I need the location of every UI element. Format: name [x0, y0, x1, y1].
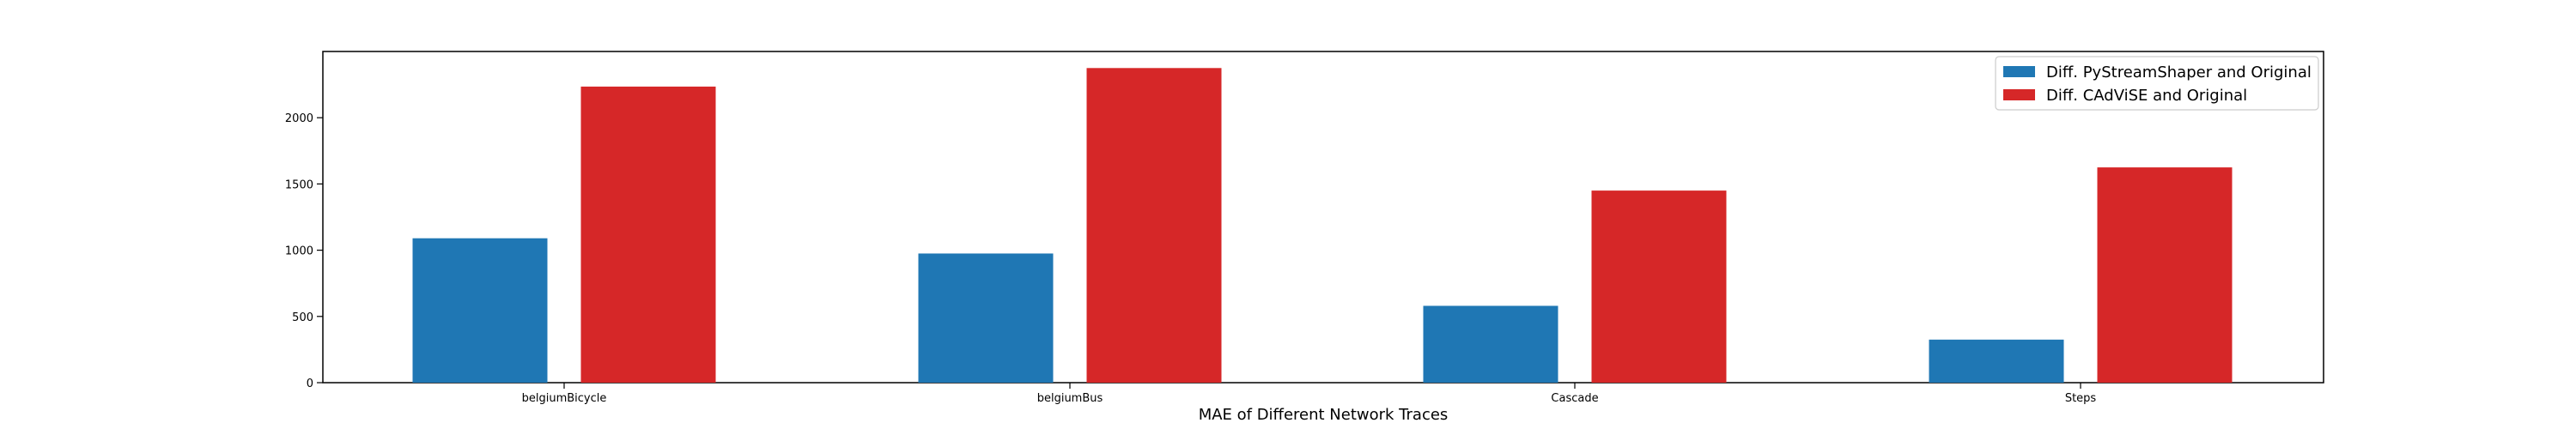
x-axis: belgiumBicycle belgiumBus Cascade Steps: [522, 383, 2097, 405]
x-tick-label-steps: Steps: [2065, 392, 2097, 405]
x-tick-label-belgiumbus: belgiumBus: [1037, 392, 1103, 405]
y-tick-label-1500: 1500: [285, 178, 313, 191]
legend-label-pystreamshaper: Diff. PyStreamShaper and Original: [2046, 63, 2312, 82]
x-axis-title: MAE of Different Network Traces: [1199, 406, 1449, 424]
y-tick-label-0: 0: [307, 378, 313, 390]
bar-cascade-series-2: [1591, 190, 1727, 383]
bar-belgiumbus-series-2: [1086, 68, 1222, 384]
bar-belgiumbus-series-1: [918, 253, 1054, 383]
y-axis: 0 500 1000 1500 2000: [285, 112, 323, 390]
bar-cascade-series-1: [1423, 305, 1558, 383]
legend-box: [1995, 56, 2319, 111]
x-tick-label-belgiumbicycle: belgiumBicycle: [522, 392, 607, 405]
bar-belgiumbicycle-series-2: [580, 86, 716, 383]
bar-belgiumbicycle-series-1: [412, 238, 548, 383]
y-tick-label-500: 500: [292, 311, 313, 324]
y-tick-label-2000: 2000: [285, 112, 313, 125]
bar-group: [412, 68, 2233, 384]
y-tick-label-1000: 1000: [285, 245, 313, 258]
legend: Diff. PyStreamShaper and Original Diff. …: [1995, 56, 2319, 111]
x-tick-label-cascade: Cascade: [1551, 392, 1598, 405]
bar-steps-series-1: [1929, 339, 2064, 383]
legend-label-cadvise: Diff. CAdViSE and Original: [2046, 87, 2247, 105]
bar-steps-series-2: [2097, 167, 2233, 383]
legend-swatch-cadvise: [2003, 89, 2035, 100]
legend-swatch-pystreamshaper: [2003, 66, 2035, 77]
